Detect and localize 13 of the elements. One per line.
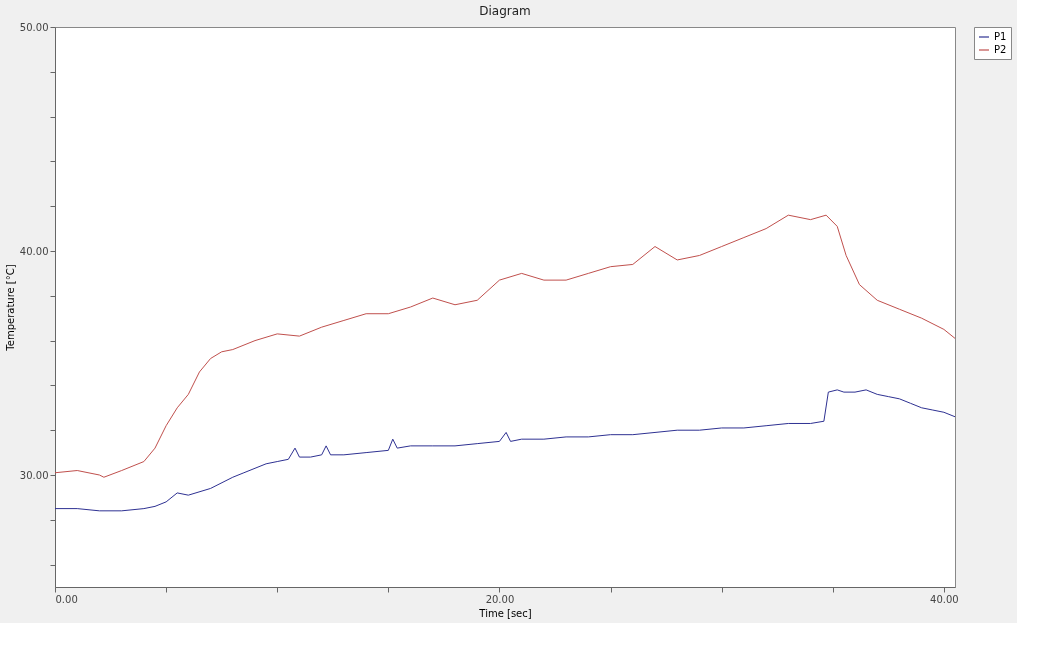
y-tick-label: 30.00 (19, 469, 49, 481)
x-axis-title: Time [sec] (478, 607, 532, 619)
y-axis-title: Temperature [°C] (4, 264, 16, 352)
legend-label: P1 (994, 31, 1007, 42)
y-tick-label: 40.00 (19, 245, 49, 257)
chart-title: Diagram (479, 4, 531, 18)
legend-label: P2 (994, 44, 1007, 55)
y-tick-label: 50.00 (19, 21, 49, 33)
x-tick-label: 0.00 (55, 593, 78, 605)
line-series (54, 389, 956, 512)
line-series (54, 214, 956, 478)
x-tick-label: 20.00 (485, 593, 515, 605)
x-tick-label: 40.00 (930, 593, 959, 605)
